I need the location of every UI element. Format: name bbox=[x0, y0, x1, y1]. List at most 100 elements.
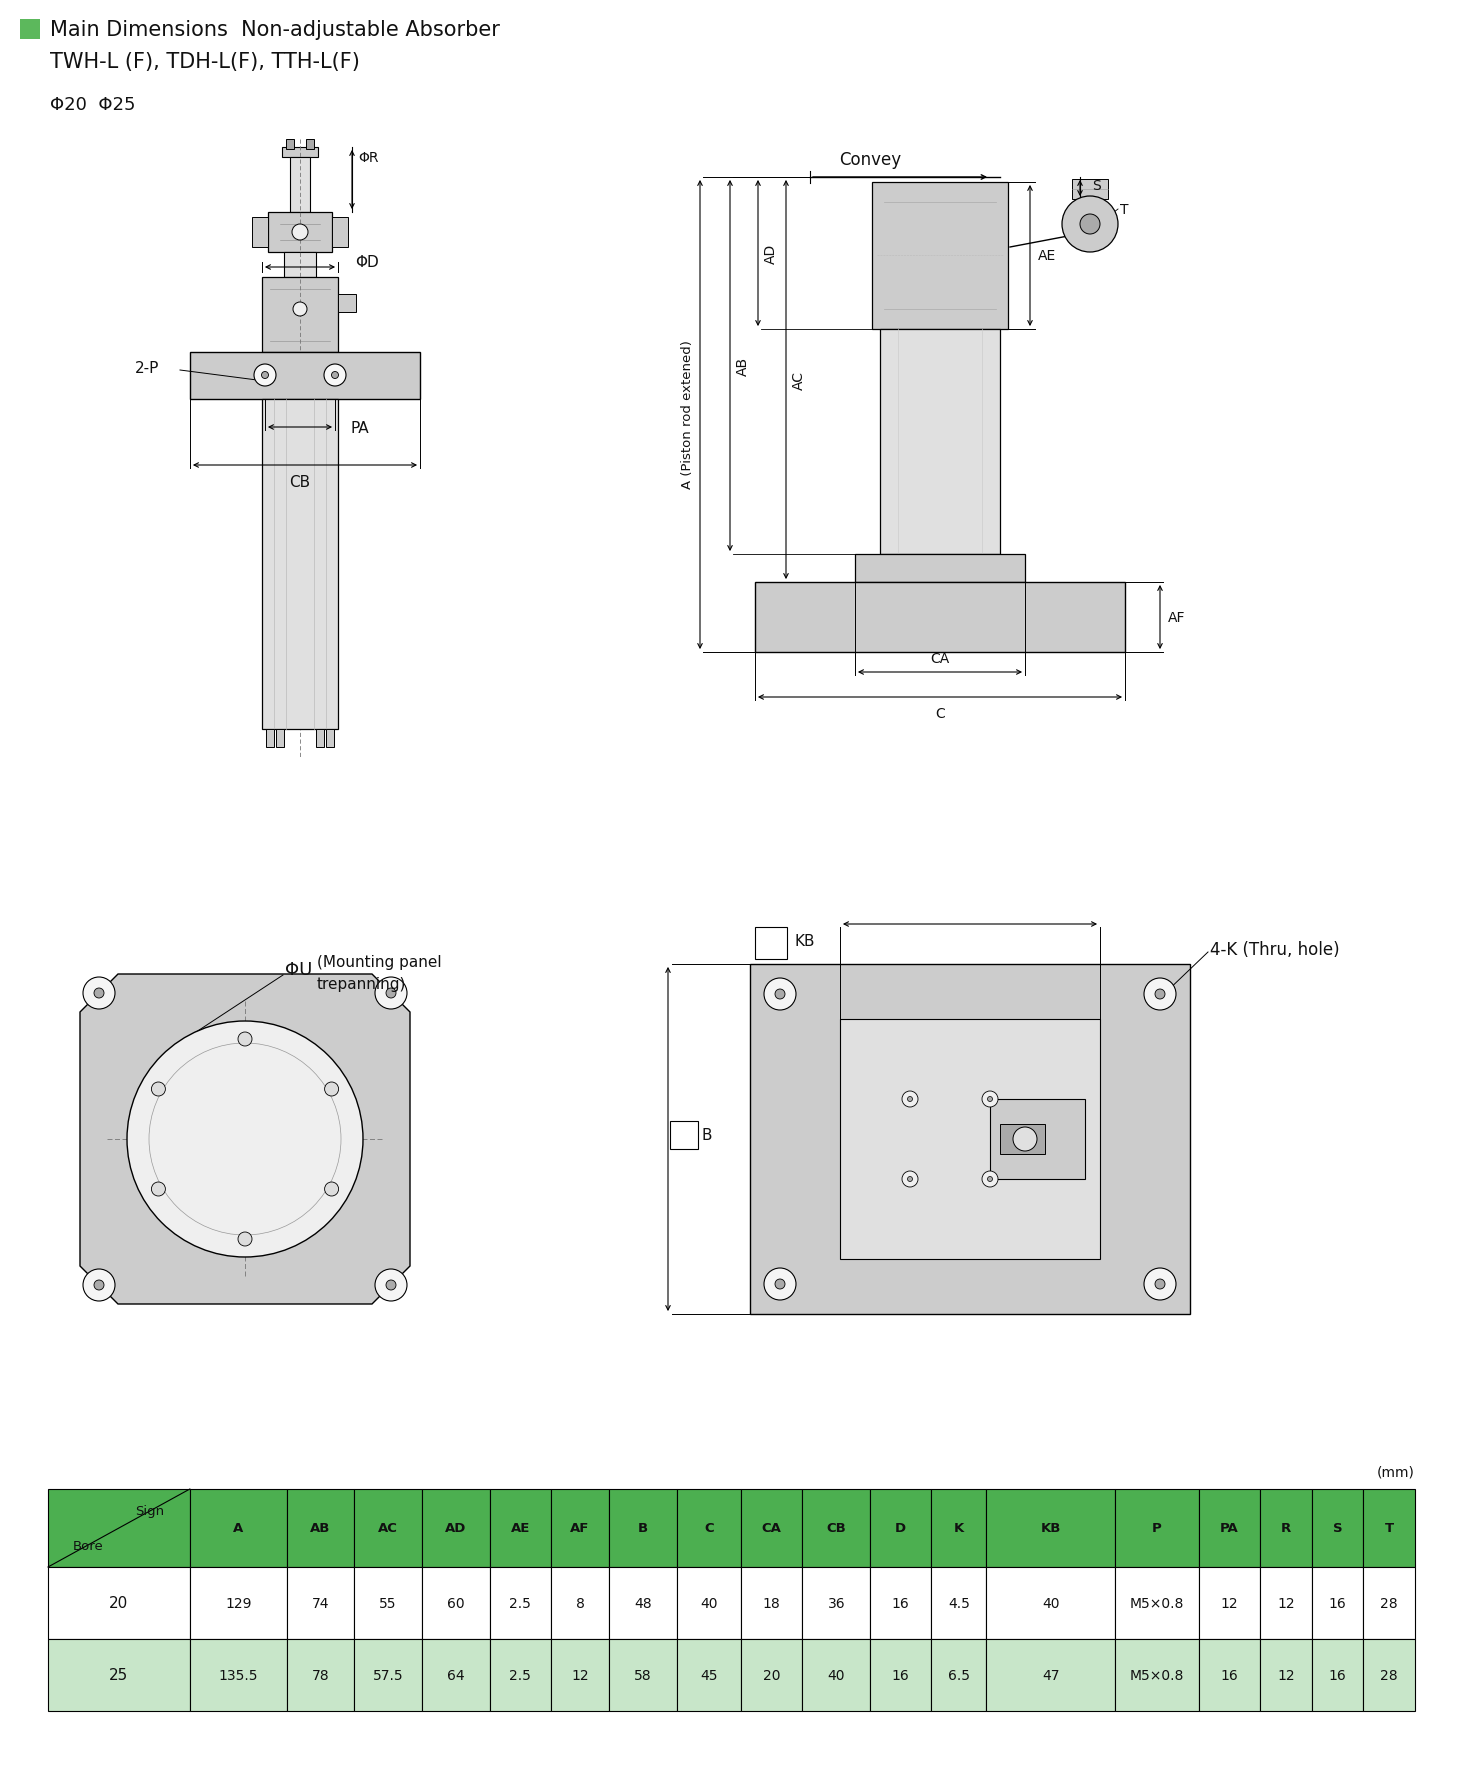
Bar bbox=[870, 1639, 931, 1710]
Circle shape bbox=[988, 1177, 992, 1183]
Bar bbox=[986, 1567, 1115, 1639]
Bar bbox=[48, 1488, 189, 1567]
Bar bbox=[1115, 1488, 1199, 1567]
Text: 20: 20 bbox=[763, 1667, 781, 1682]
Circle shape bbox=[325, 1183, 338, 1197]
Text: CA: CA bbox=[762, 1522, 782, 1535]
Bar bbox=[283, 148, 318, 157]
Circle shape bbox=[1144, 979, 1176, 1011]
Text: 47: 47 bbox=[1042, 1667, 1059, 1682]
Text: KB: KB bbox=[1040, 1522, 1061, 1535]
Bar bbox=[870, 1488, 931, 1567]
Text: PA: PA bbox=[350, 420, 369, 435]
Text: AC: AC bbox=[379, 1522, 398, 1535]
Text: PA: PA bbox=[1221, 1522, 1238, 1535]
Polygon shape bbox=[80, 975, 409, 1304]
Circle shape bbox=[237, 1233, 252, 1247]
Bar bbox=[1072, 181, 1107, 200]
Bar bbox=[1199, 1567, 1260, 1639]
Bar bbox=[423, 1639, 490, 1710]
Circle shape bbox=[1155, 989, 1166, 1000]
Text: 4-K (Thru, hole): 4-K (Thru, hole) bbox=[1209, 941, 1339, 959]
Text: R: R bbox=[1281, 1522, 1291, 1535]
Text: AE: AE bbox=[1037, 249, 1056, 263]
Text: ΦU: ΦU bbox=[286, 961, 312, 979]
Text: 2.5: 2.5 bbox=[510, 1667, 532, 1682]
Text: Convey: Convey bbox=[839, 150, 900, 168]
Bar bbox=[287, 1488, 354, 1567]
Bar bbox=[609, 1639, 676, 1710]
Bar bbox=[268, 213, 332, 252]
Bar bbox=[48, 1639, 189, 1710]
Bar bbox=[609, 1567, 676, 1639]
Bar bbox=[287, 1639, 354, 1710]
Circle shape bbox=[95, 1281, 103, 1290]
Text: AF: AF bbox=[570, 1522, 590, 1535]
Text: 6.5: 6.5 bbox=[949, 1667, 970, 1682]
Bar bbox=[354, 1567, 423, 1639]
Bar bbox=[20, 20, 39, 39]
Circle shape bbox=[325, 1082, 338, 1097]
Text: T: T bbox=[1384, 1522, 1394, 1535]
Text: 40: 40 bbox=[1042, 1596, 1059, 1610]
Bar bbox=[326, 730, 334, 748]
Text: D: D bbox=[895, 1522, 906, 1535]
Circle shape bbox=[982, 1172, 998, 1188]
Text: ΦR: ΦR bbox=[358, 150, 379, 165]
Circle shape bbox=[332, 372, 338, 379]
Circle shape bbox=[152, 1082, 166, 1097]
Bar bbox=[1311, 1567, 1364, 1639]
Bar bbox=[189, 1567, 287, 1639]
Text: A: A bbox=[233, 1522, 243, 1535]
Bar bbox=[262, 277, 338, 352]
Bar bbox=[1364, 1567, 1415, 1639]
Text: AD: AD bbox=[763, 243, 778, 265]
Bar bbox=[1260, 1488, 1311, 1567]
Bar bbox=[1311, 1488, 1364, 1567]
Circle shape bbox=[1080, 215, 1100, 234]
Text: 135.5: 135.5 bbox=[219, 1667, 258, 1682]
Text: 8: 8 bbox=[576, 1596, 584, 1610]
Text: AC: AC bbox=[793, 370, 806, 390]
Text: CA: CA bbox=[931, 651, 950, 666]
Bar bbox=[423, 1567, 490, 1639]
Text: 28: 28 bbox=[1380, 1596, 1399, 1610]
Bar bbox=[316, 730, 323, 748]
Text: M5×0.8: M5×0.8 bbox=[1129, 1667, 1185, 1682]
Circle shape bbox=[982, 1091, 998, 1107]
Bar bbox=[1000, 1123, 1045, 1154]
Bar bbox=[755, 927, 787, 959]
Circle shape bbox=[908, 1177, 912, 1183]
Bar bbox=[1364, 1639, 1415, 1710]
Bar bbox=[354, 1639, 423, 1710]
Text: 36: 36 bbox=[828, 1596, 845, 1610]
Circle shape bbox=[988, 1097, 992, 1102]
Circle shape bbox=[293, 302, 307, 317]
Bar bbox=[1260, 1567, 1311, 1639]
Circle shape bbox=[237, 1032, 252, 1047]
Text: Sign: Sign bbox=[136, 1505, 165, 1517]
Bar bbox=[803, 1488, 870, 1567]
Text: 4.5: 4.5 bbox=[949, 1596, 970, 1610]
Circle shape bbox=[95, 989, 103, 998]
Text: 12: 12 bbox=[571, 1667, 589, 1682]
Circle shape bbox=[83, 1268, 115, 1301]
Bar bbox=[286, 140, 294, 150]
Text: S: S bbox=[1091, 179, 1100, 193]
Bar bbox=[676, 1639, 742, 1710]
Bar bbox=[855, 555, 1026, 583]
Bar bbox=[189, 1488, 287, 1567]
Text: 2-P: 2-P bbox=[136, 360, 159, 376]
Text: Bore: Bore bbox=[73, 1539, 103, 1551]
Bar bbox=[609, 1488, 676, 1567]
Circle shape bbox=[374, 1268, 407, 1301]
Text: CB: CB bbox=[290, 474, 310, 488]
Bar bbox=[755, 583, 1125, 653]
Bar bbox=[742, 1639, 803, 1710]
Bar bbox=[1115, 1567, 1199, 1639]
Text: 16: 16 bbox=[1329, 1596, 1346, 1610]
Circle shape bbox=[254, 365, 275, 386]
Circle shape bbox=[374, 977, 407, 1009]
Text: trepanning): trepanning) bbox=[318, 977, 407, 991]
Bar bbox=[841, 1020, 1100, 1259]
